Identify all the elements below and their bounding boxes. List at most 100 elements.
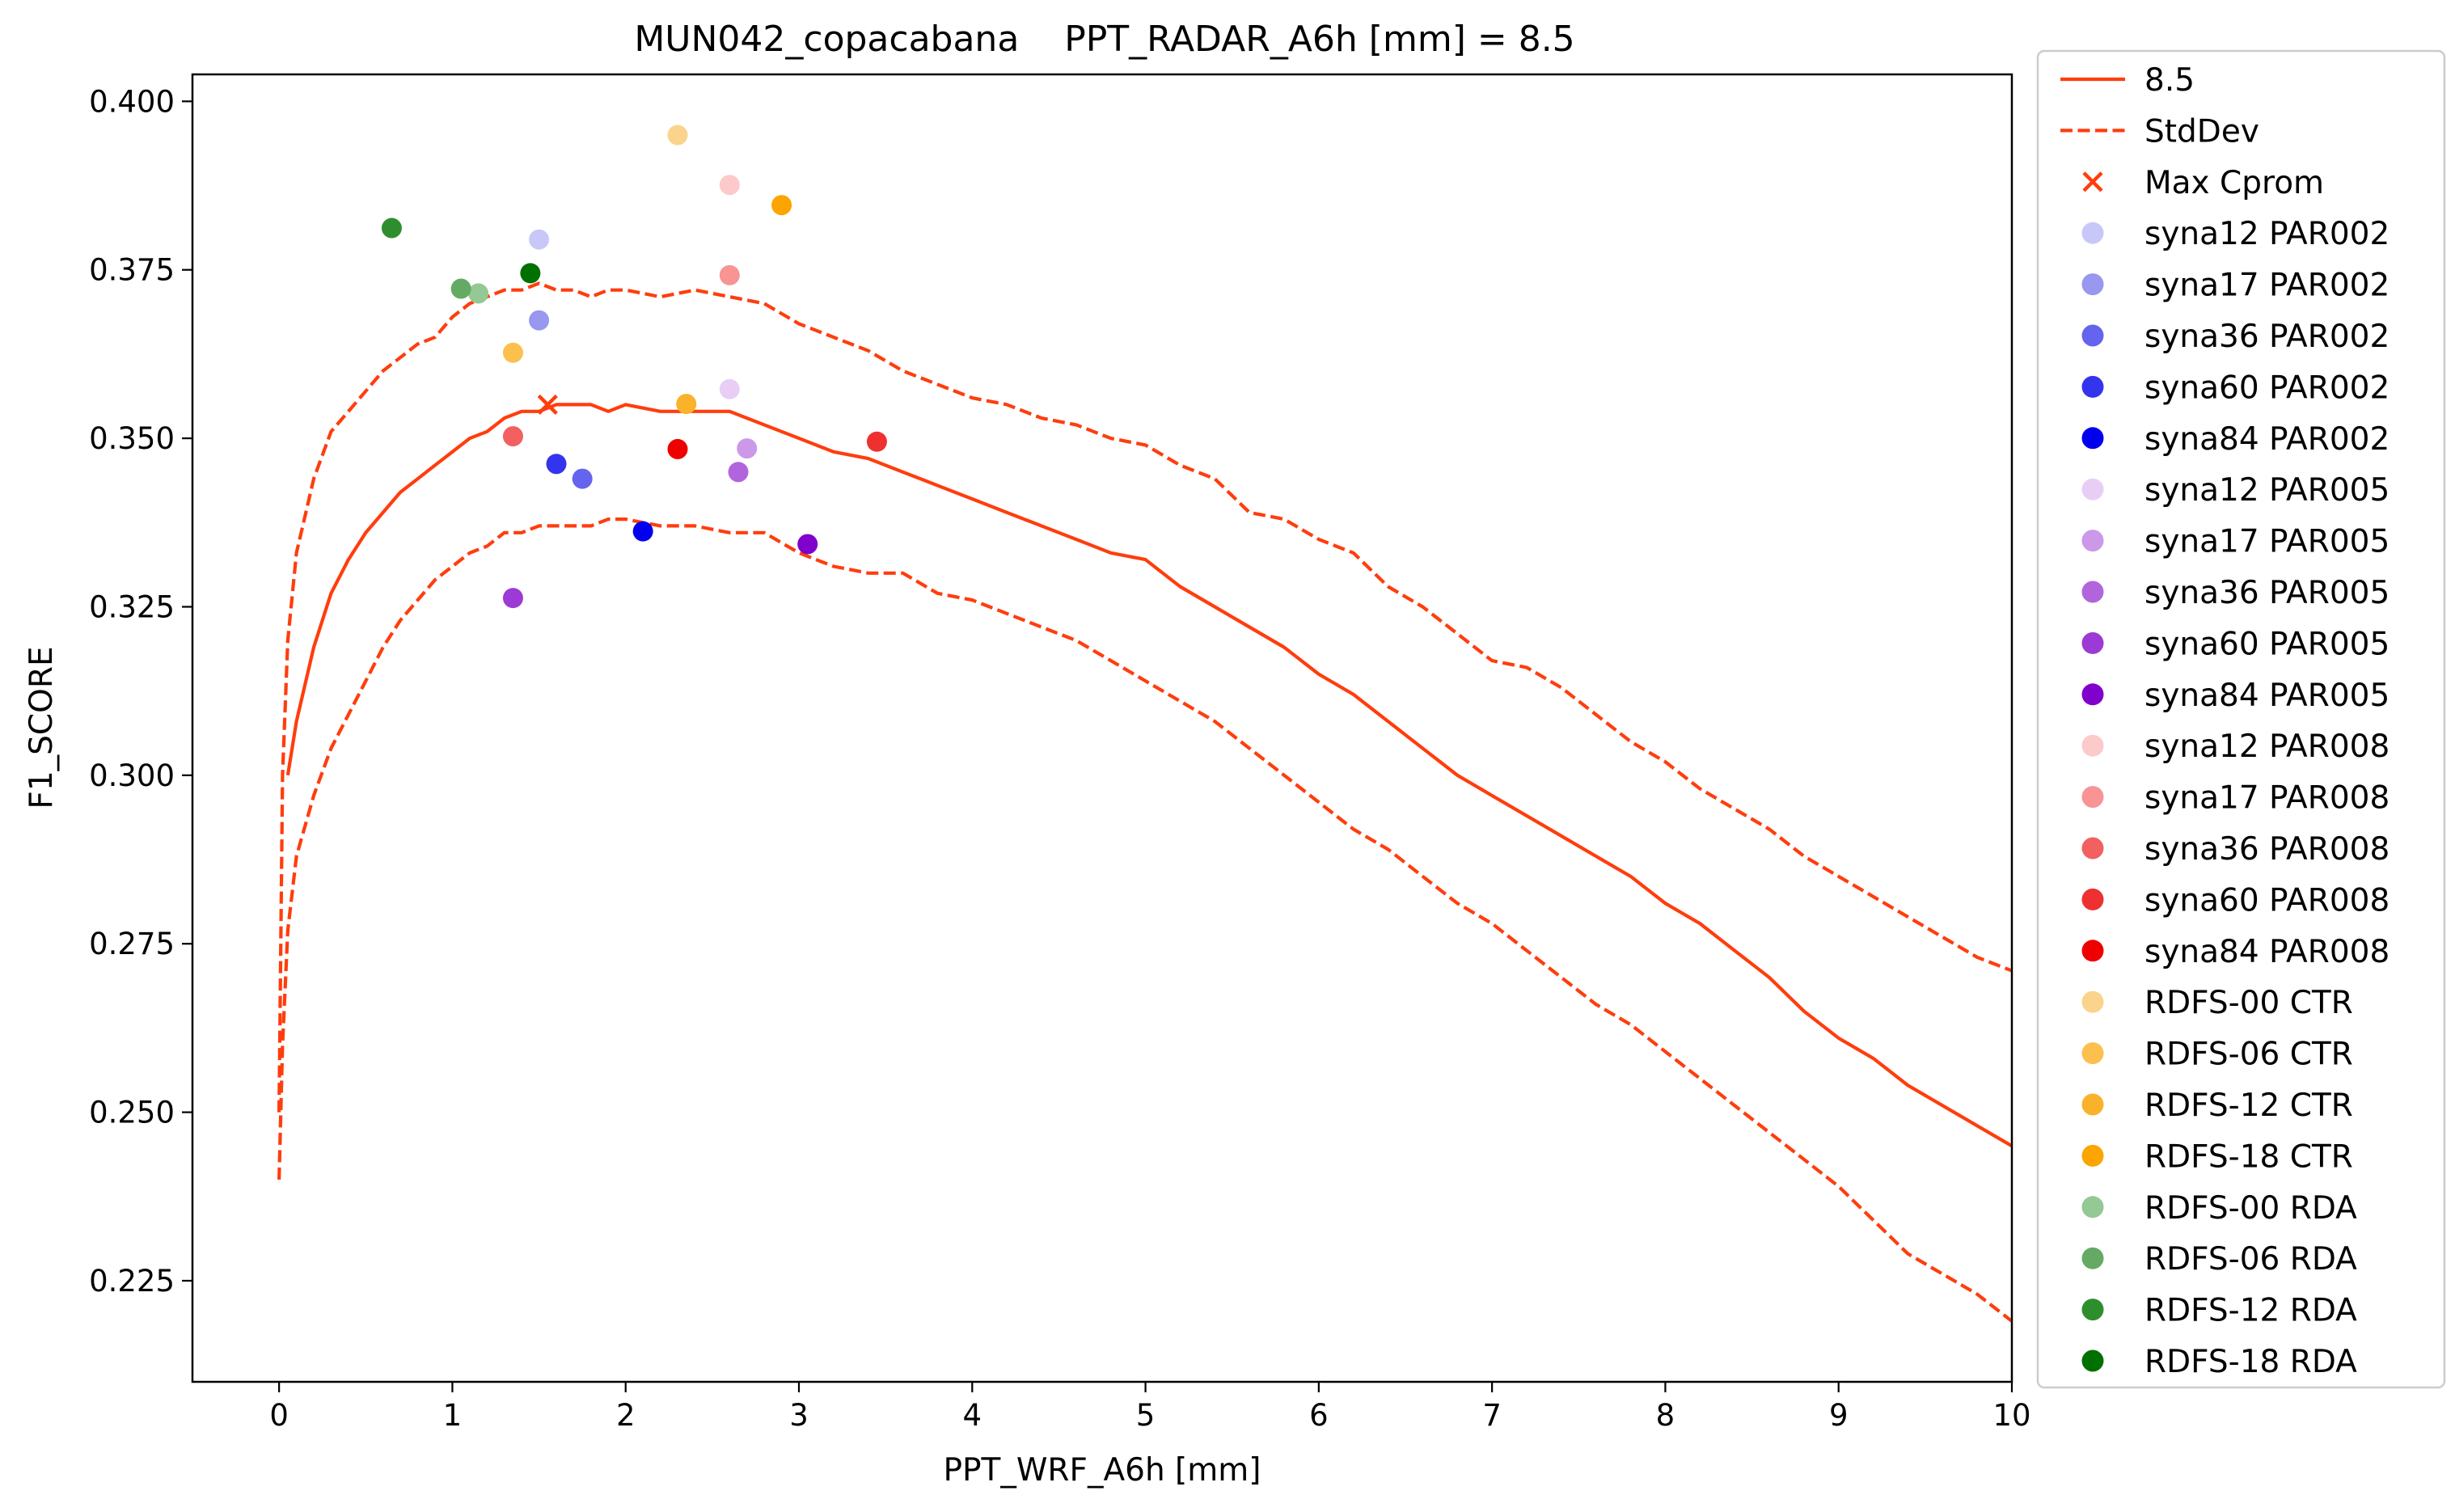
legend-swatch bbox=[2081, 324, 2104, 347]
legend-swatch bbox=[2081, 581, 2104, 603]
legend-item: Max Cprom bbox=[2082, 165, 2324, 201]
legend-label: RDFS-00 RDA bbox=[2144, 1190, 2357, 1227]
point-rdfs-12-rda bbox=[381, 218, 402, 239]
legend-item: syna60 PAR002 bbox=[2081, 370, 2390, 406]
legend-item: syna17 PAR005 bbox=[2081, 524, 2390, 560]
legend-item: syna17 PAR002 bbox=[2081, 268, 2390, 304]
legend: 8.5 StdDev Max Cprom syna12 PAR002 syna17 PA… bbox=[2036, 49, 2446, 1389]
legend-item: syna84 PAR005 bbox=[2081, 678, 2390, 714]
legend-label: syna12 PAR008 bbox=[2144, 729, 2390, 765]
legend-item: RDFS-00 RDA bbox=[2081, 1190, 2357, 1227]
legend-swatch bbox=[2081, 1247, 2104, 1269]
legend-swatch bbox=[2081, 1042, 2104, 1065]
x-tick-label: 8 bbox=[1656, 1398, 1675, 1433]
y-axis-label: F1_SCORE bbox=[23, 646, 60, 809]
x-axis-label: PPT_WRF_A6h [mm] bbox=[944, 1452, 1261, 1489]
legend-swatch bbox=[2081, 1349, 2104, 1372]
point-syna12-par008 bbox=[719, 175, 740, 196]
legend-label: syna12 PAR005 bbox=[2144, 472, 2390, 509]
point-rdfs-18-rda bbox=[520, 263, 541, 284]
point-rdfs-06-ctr bbox=[502, 342, 523, 363]
legend-item: syna17 PAR008 bbox=[2081, 780, 2390, 817]
legend-item: syna60 PAR008 bbox=[2081, 882, 2390, 919]
point-syna17-par005 bbox=[737, 438, 758, 459]
legend-swatch bbox=[2081, 1093, 2104, 1116]
legend-item: syna36 PAR002 bbox=[2081, 319, 2390, 355]
legend-item: RDFS-06 RDA bbox=[2081, 1241, 2357, 1278]
legend-swatch bbox=[2081, 631, 2104, 654]
point-syna36-par002 bbox=[572, 468, 593, 489]
legend-label: RDFS-06 CTR bbox=[2144, 1037, 2353, 1073]
legend-label: syna36 PAR008 bbox=[2144, 831, 2390, 868]
legend-label: 8.5 bbox=[2144, 62, 2195, 99]
max-cprom-marker bbox=[537, 394, 558, 416]
legend-item: syna84 PAR002 bbox=[2081, 421, 2390, 458]
legend-swatch bbox=[2081, 478, 2104, 500]
y-tick-label: 0.325 bbox=[89, 589, 175, 624]
y-tick-label: 0.250 bbox=[89, 1096, 175, 1130]
y-tick-label: 0.375 bbox=[89, 253, 175, 288]
legend-item: RDFS-12 CTR bbox=[2081, 1088, 2353, 1124]
point-rdfs-06-rda bbox=[450, 278, 471, 299]
legend-swatch bbox=[2081, 940, 2104, 962]
legend-label: syna60 PAR002 bbox=[2144, 370, 2390, 406]
legend-label: RDFS-18 CTR bbox=[2144, 1138, 2353, 1175]
legend-label: syna84 PAR008 bbox=[2144, 934, 2390, 970]
legend-item: syna12 PAR002 bbox=[2081, 216, 2390, 252]
legend-label: syna17 PAR002 bbox=[2144, 268, 2390, 304]
legend-swatch bbox=[2081, 1144, 2104, 1167]
legend-label: syna12 PAR002 bbox=[2144, 216, 2390, 252]
legend-swatch bbox=[2081, 837, 2104, 859]
x-tick-label: 4 bbox=[963, 1398, 982, 1433]
legend-label: RDFS-00 CTR bbox=[2144, 985, 2353, 1021]
legend-label: RDFS-12 RDA bbox=[2144, 1293, 2357, 1329]
legend-item: syna84 PAR008 bbox=[2081, 934, 2390, 970]
axes-frame bbox=[191, 73, 2013, 1383]
legend-item: RDFS-12 RDA bbox=[2081, 1293, 2357, 1329]
legend-label: Max Cprom bbox=[2144, 165, 2324, 201]
point-rdfs-00-ctr bbox=[667, 125, 688, 146]
legend-item: 8.5 bbox=[2060, 62, 2195, 99]
point-syna12-par002 bbox=[529, 229, 550, 250]
legend-swatch bbox=[2081, 786, 2104, 809]
legend-label: syna36 PAR002 bbox=[2144, 319, 2390, 355]
point-syna60-par002 bbox=[546, 454, 567, 475]
legend-item: RDFS-06 CTR bbox=[2081, 1037, 2353, 1073]
x-tick-label: 2 bbox=[616, 1398, 636, 1433]
legend-item: RDFS-18 RDA bbox=[2081, 1344, 2357, 1380]
point-syna60-par005 bbox=[502, 588, 523, 609]
x-tick-label: 0 bbox=[269, 1398, 289, 1433]
legend-label: RDFS-06 RDA bbox=[2144, 1241, 2357, 1278]
legend-swatch bbox=[2081, 734, 2104, 757]
legend-item: RDFS-00 CTR bbox=[2081, 985, 2353, 1021]
legend-label: StdDev bbox=[2144, 113, 2259, 150]
x-tick-label: 6 bbox=[1309, 1398, 1329, 1433]
x-tick-label: 1 bbox=[443, 1398, 463, 1433]
point-syna84-par005 bbox=[797, 534, 818, 555]
legend-label: syna60 PAR008 bbox=[2144, 882, 2390, 919]
legend-item: RDFS-18 CTR bbox=[2081, 1138, 2353, 1175]
x-tick-label: 9 bbox=[1829, 1398, 1849, 1433]
legend-label: syna60 PAR005 bbox=[2144, 626, 2390, 662]
legend-item: syna36 PAR008 bbox=[2081, 831, 2390, 868]
legend-swatch bbox=[2081, 683, 2104, 706]
axis-ticks: 0 1 2 3 4 5 6 7 8 9 10 0.225 0.250 0.275 0.300 0.325 0.3… bbox=[89, 84, 2030, 1433]
legend-label: RDFS-12 CTR bbox=[2144, 1088, 2353, 1124]
legend-item: syna12 PAR005 bbox=[2081, 472, 2390, 509]
legend-label: syna17 PAR005 bbox=[2144, 524, 2390, 560]
legend-swatch bbox=[2081, 427, 2104, 450]
stddev-band-line-2 bbox=[277, 517, 2012, 1323]
y-tick-label: 0.275 bbox=[89, 927, 175, 961]
legend-swatch bbox=[2081, 1196, 2104, 1218]
point-syna84-par002 bbox=[632, 521, 653, 542]
chart-title: MUN042_copacabana PPT_RADAR_A6h [mm] = 8… bbox=[634, 19, 1574, 60]
legend-frame bbox=[2036, 49, 2446, 1389]
legend-label: syna84 PAR002 bbox=[2144, 421, 2390, 458]
mean-line bbox=[285, 403, 2012, 1148]
x-tick-label: 7 bbox=[1482, 1398, 1502, 1433]
y-tick-label: 0.300 bbox=[89, 758, 175, 793]
point-syna17-par008 bbox=[719, 264, 740, 285]
plot-area bbox=[277, 125, 2012, 1323]
legend-swatch bbox=[2081, 990, 2104, 1013]
